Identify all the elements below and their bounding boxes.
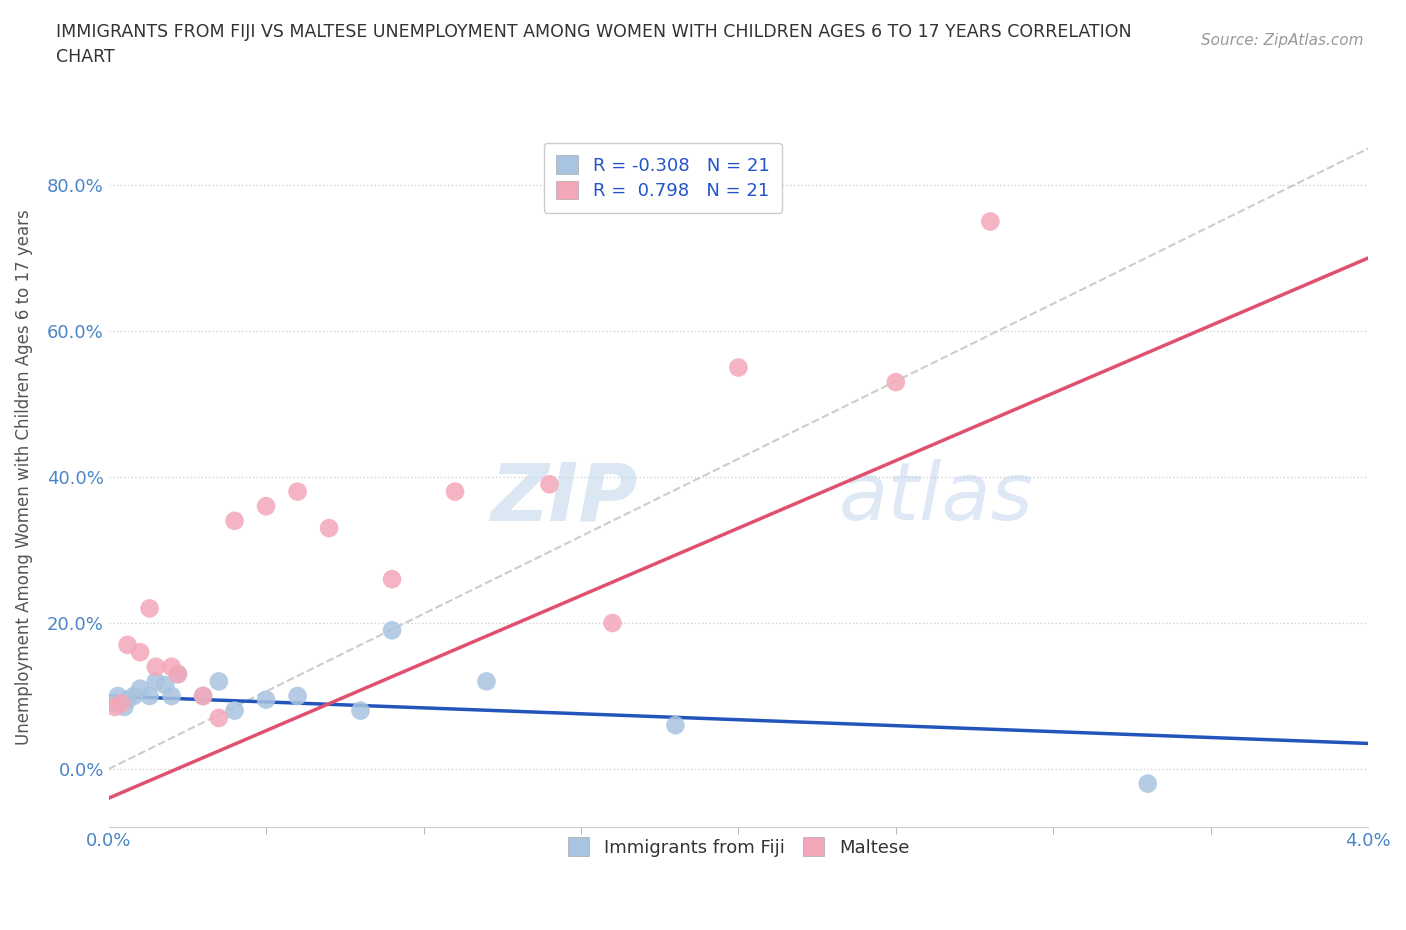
Point [349, 703, 371, 718]
Point [167, 667, 190, 682]
Point [224, 513, 246, 528]
Point [107, 688, 129, 703]
Point [287, 688, 309, 703]
Point [145, 659, 167, 674]
Point [122, 688, 145, 703]
Point [104, 699, 127, 714]
Point [1136, 777, 1159, 791]
Point [129, 682, 152, 697]
Point [110, 696, 132, 711]
Point [884, 375, 907, 390]
Point [727, 360, 749, 375]
Text: ZIP: ZIP [491, 459, 638, 537]
Point [318, 521, 340, 536]
Point [112, 699, 135, 714]
Point [381, 623, 404, 638]
Point [287, 485, 309, 499]
Point [224, 703, 246, 718]
Point [254, 498, 277, 513]
Point [381, 572, 404, 587]
Legend: Immigrants from Fiji, Maltese: Immigrants from Fiji, Maltese [557, 827, 920, 868]
Text: atlas: atlas [839, 459, 1033, 537]
Point [208, 674, 231, 689]
Point [444, 485, 467, 499]
Point [117, 637, 139, 652]
Point [117, 692, 139, 707]
Point [138, 601, 160, 616]
Text: IMMIGRANTS FROM FIJI VS MALTESE UNEMPLOYMENT AMONG WOMEN WITH CHILDREN AGES 6 TO: IMMIGRANTS FROM FIJI VS MALTESE UNEMPLOY… [56, 23, 1132, 66]
Point [104, 696, 127, 711]
Point [155, 678, 177, 693]
Point [160, 688, 183, 703]
Point [129, 644, 152, 659]
Point [138, 688, 160, 703]
Point [191, 688, 214, 703]
Text: Source: ZipAtlas.com: Source: ZipAtlas.com [1201, 33, 1364, 47]
Point [979, 214, 1001, 229]
Point [602, 616, 624, 631]
Point [254, 692, 277, 707]
Point [208, 711, 231, 725]
Point [167, 667, 190, 682]
Point [664, 718, 686, 733]
Y-axis label: Unemployment Among Women with Children Ages 6 to 17 years: Unemployment Among Women with Children A… [15, 209, 32, 745]
Point [160, 659, 183, 674]
Point [191, 688, 214, 703]
Point [475, 674, 498, 689]
Point [145, 674, 167, 689]
Point [538, 477, 561, 492]
